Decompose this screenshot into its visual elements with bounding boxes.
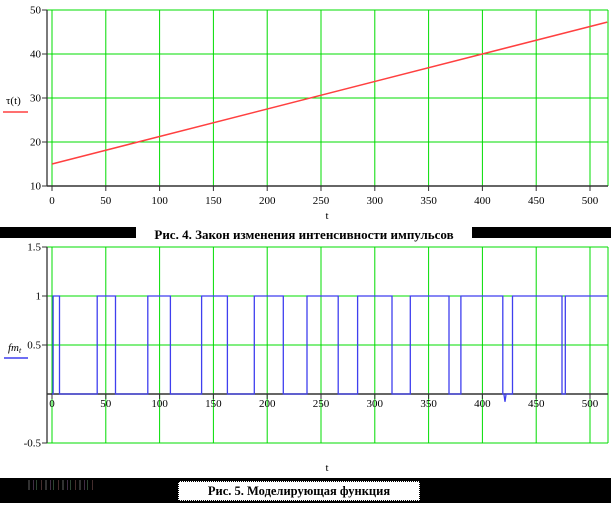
inverted-text-artifact: [28, 480, 96, 490]
figure5-caption-box: Рис. 5. Моделирующая функция: [178, 481, 420, 501]
x-tick-label: 400: [474, 195, 491, 207]
y-tick-label: 40: [30, 49, 42, 61]
y-tick-label: 0.5: [27, 340, 41, 352]
x-tick-label: 200: [259, 398, 276, 410]
figure5-caption: Рис. 5. Моделирующая функция: [207, 484, 391, 498]
x-tick-label: 500: [582, 398, 599, 410]
y-tick-label: 50: [30, 5, 42, 17]
redaction-bar-right: [472, 227, 611, 238]
x-tick-label: 350: [420, 195, 437, 207]
x-tick-label: 0: [49, 398, 55, 410]
figure4-caption: Рис. 4. Закон изменения интенсивности им…: [154, 227, 454, 242]
x-tick-label: 200: [259, 195, 276, 207]
x-tick-label: 350: [420, 398, 437, 410]
x-tick-label: 400: [474, 398, 491, 410]
y-tick-label: 30: [30, 93, 42, 105]
x-tick-label: 50: [100, 398, 112, 410]
x-tick-label: 150: [205, 195, 222, 207]
x-tick-label: 300: [367, 398, 384, 410]
tau-line: [51, 21, 608, 165]
x-tick-label: 100: [151, 398, 168, 410]
x-tick-label: 150: [205, 398, 222, 410]
x-tick-label: 50: [100, 195, 112, 207]
x-tick-label: 500: [582, 195, 599, 207]
fig5-y-axis-label-sub: t: [19, 346, 22, 355]
y-tick-label: 20: [30, 137, 42, 149]
fig4-x-axis-label: t: [325, 210, 328, 222]
x-tick-label: 450: [528, 195, 545, 207]
modulating-wave: [52, 295, 608, 402]
redaction-bar-left: [0, 227, 136, 238]
x-tick-label: 100: [151, 195, 168, 207]
fig5-y-axis-label: fmt: [8, 342, 22, 355]
y-tick-label: 1: [36, 291, 42, 303]
fig4-y-axis-label: τ(t): [6, 95, 21, 107]
figure5-caption-band: Рис. 5. Моделирующая функция: [0, 478, 611, 503]
x-tick-label: 450: [528, 398, 545, 410]
x-tick-label: 0: [49, 195, 55, 207]
figure5-plot-area: -0.5 0.5 1 1.5 0 50 100 150 200 250 300 350 400 450 50…: [24, 242, 609, 450]
y-tick-label: 1.5: [27, 242, 41, 254]
figure5-chart: -0.5 0.5 1 1.5 0 50 100 150 200 250 300 350 400 450 50…: [4, 242, 609, 474]
x-tick-label: 250: [313, 195, 330, 207]
x-tick-label: 250: [313, 398, 330, 410]
fig5-x-axis-label: t: [325, 462, 328, 474]
x-tick-label: 300: [367, 195, 384, 207]
fig5-y-axis-label-main: fm: [8, 342, 19, 354]
y-tick-label: -0.5: [24, 438, 42, 450]
y-tick-label: 10: [30, 181, 42, 193]
